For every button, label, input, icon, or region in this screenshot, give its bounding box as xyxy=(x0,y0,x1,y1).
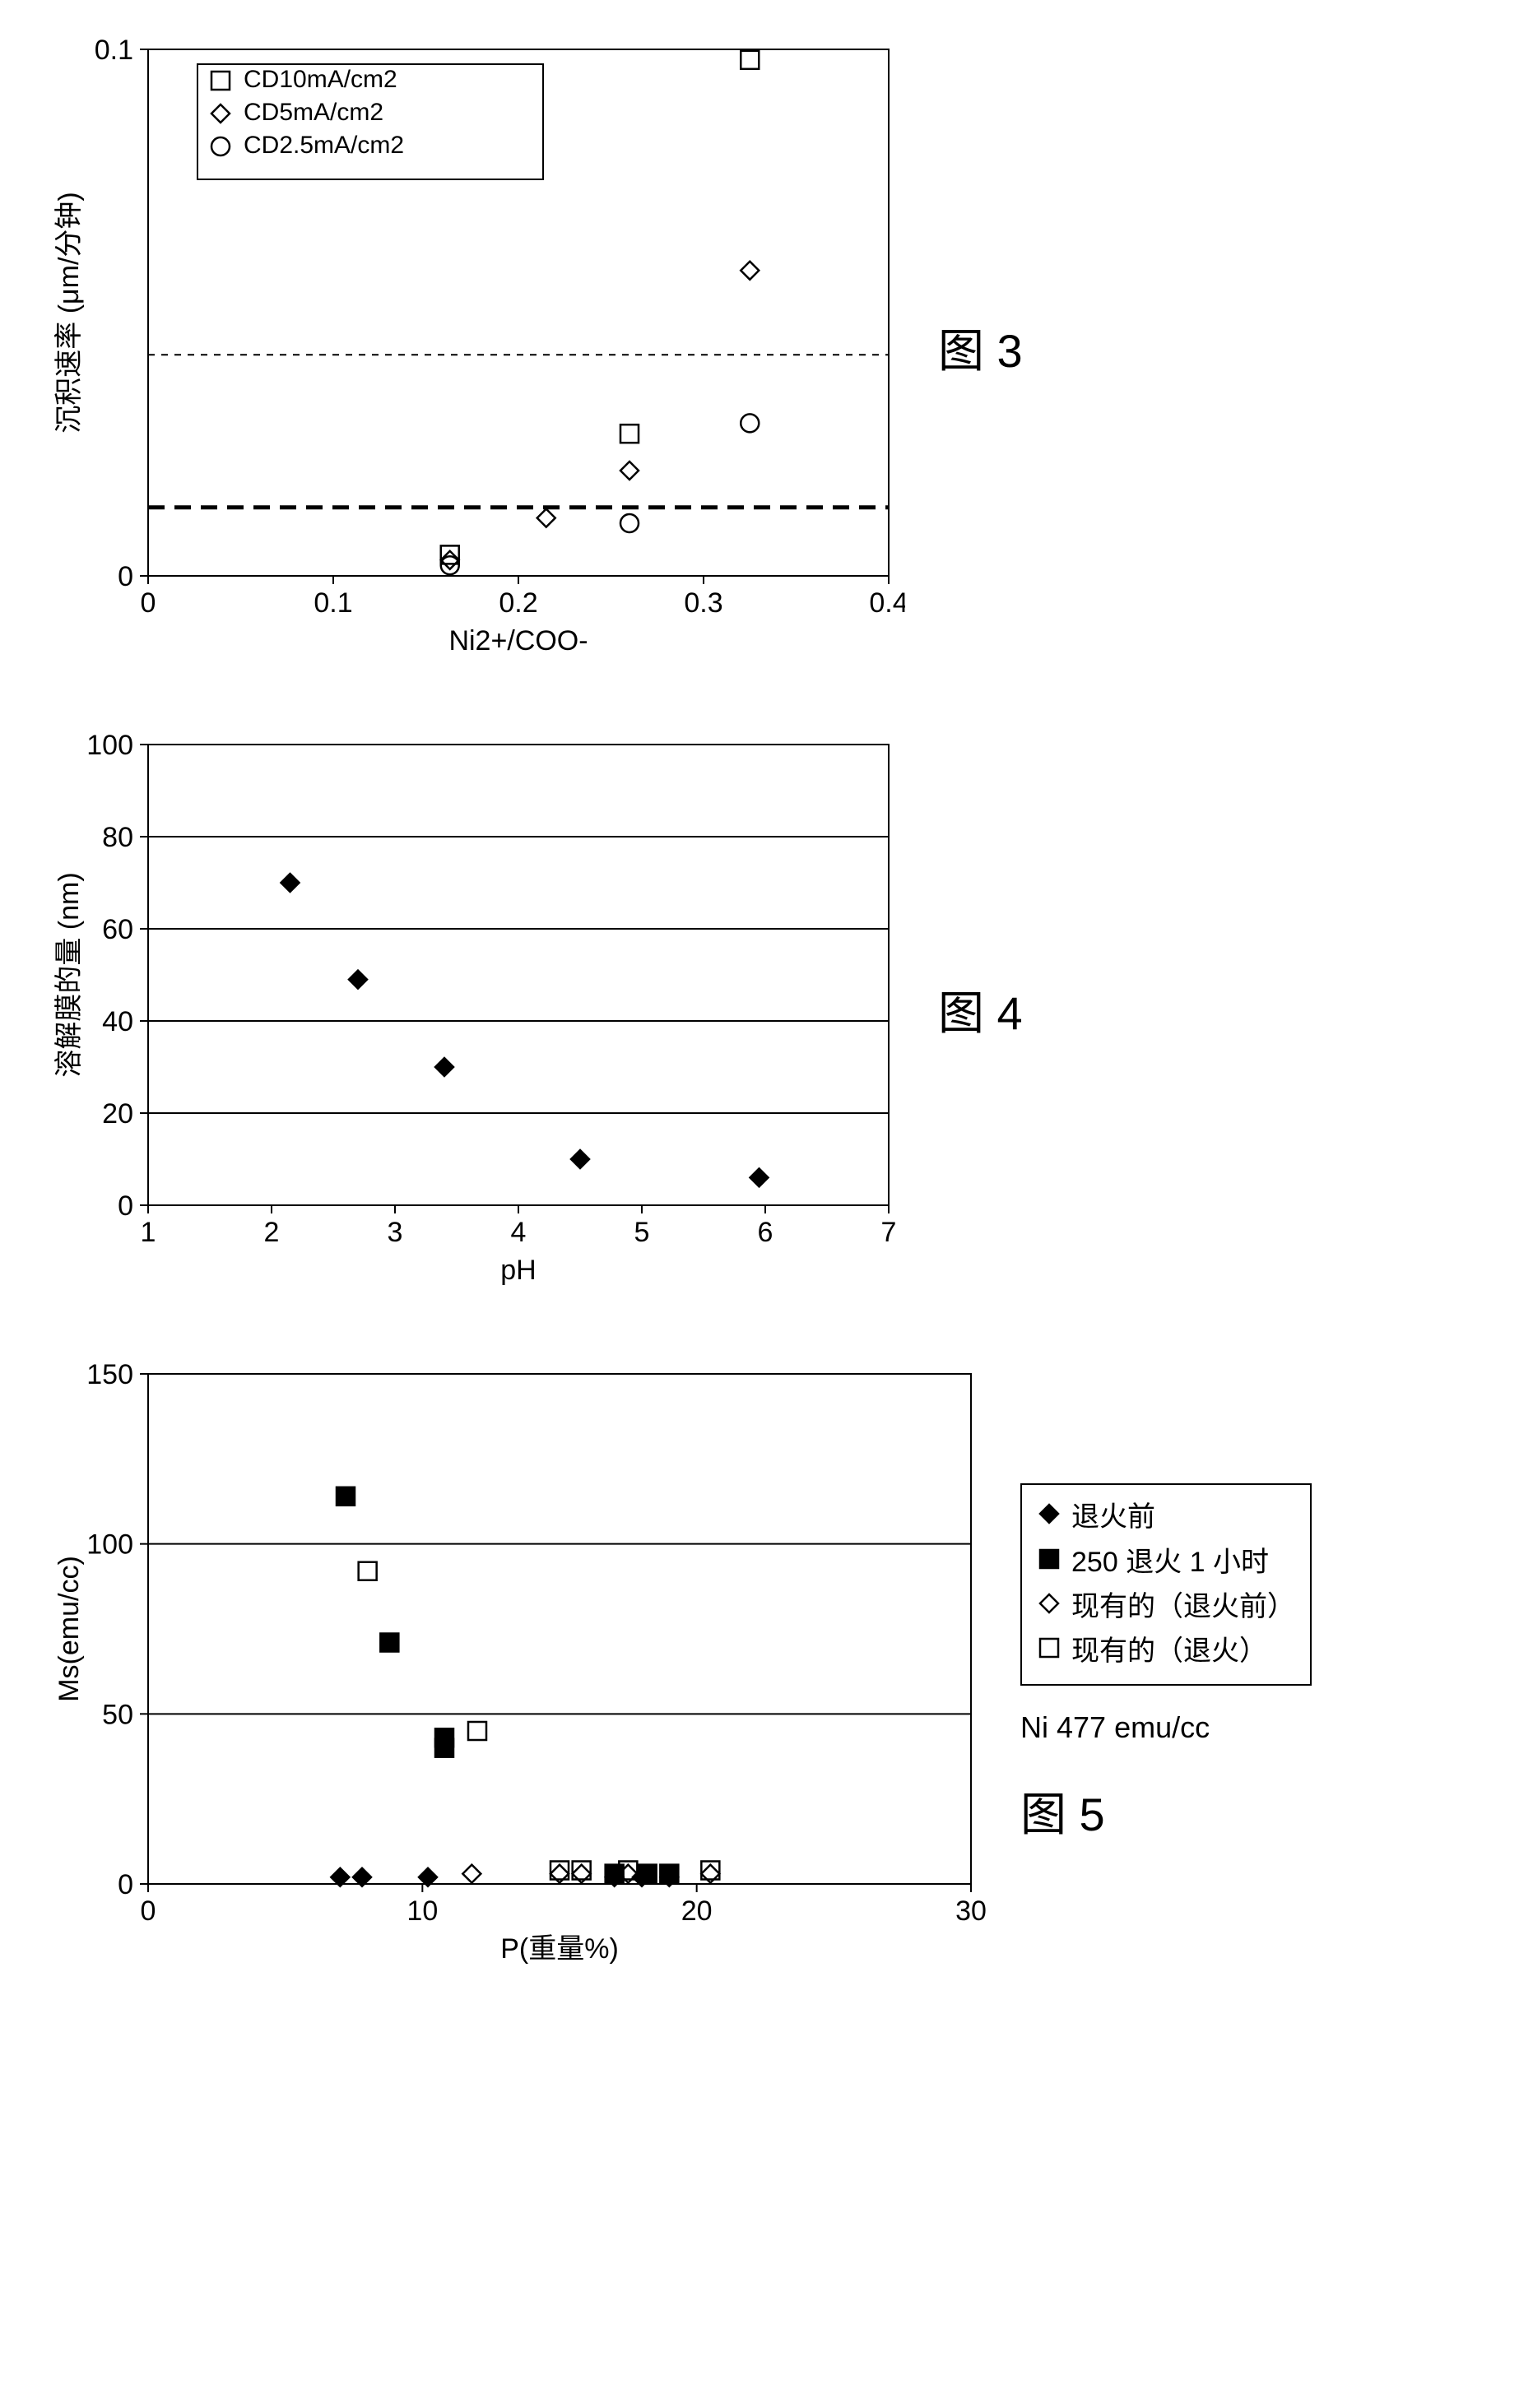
figure-3-row: 0 0.1 0.2 0.3 0.4 0 0.1 Ni2+/COO- 沉积速率 (μm/分钟) CD… xyxy=(49,33,1484,662)
figure-5-side: 退火前250 退火 1 小时现有的（退火前）现有的（退火） Ni 477 emu… xyxy=(987,1483,1312,1844)
legend-marker-icon xyxy=(1037,1584,1060,1629)
svg-text:3: 3 xyxy=(388,1217,403,1248)
svg-text:0.2: 0.2 xyxy=(499,587,537,619)
svg-text:7: 7 xyxy=(881,1217,897,1248)
svg-text:100: 100 xyxy=(86,1529,133,1561)
svg-text:沉积速率 (μm/分钟): 沉积速率 (μm/分钟) xyxy=(53,192,85,433)
svg-text:50: 50 xyxy=(102,1699,133,1730)
svg-text:40: 40 xyxy=(102,1006,133,1037)
svg-text:2: 2 xyxy=(264,1217,280,1248)
svg-text:0.4: 0.4 xyxy=(869,587,905,619)
figure-5-chart: 0 10 20 30 0 50 100 150 P(重量%) Ms(emu/cc) xyxy=(49,1357,987,1970)
figure-3-label: 图 3 xyxy=(938,314,1023,381)
svg-text:pH: pH xyxy=(500,1255,536,1286)
legend-row: 现有的（退火前） xyxy=(1037,1584,1295,1629)
svg-text:80: 80 xyxy=(102,822,133,853)
figure-3-chart: 0 0.1 0.2 0.3 0.4 0 0.1 Ni2+/COO- 沉积速率 (μm/分钟) CD… xyxy=(49,33,905,662)
legend-marker-icon xyxy=(1037,1540,1060,1584)
svg-text:0: 0 xyxy=(118,1190,133,1222)
svg-text:20: 20 xyxy=(102,1098,133,1130)
svg-text:100: 100 xyxy=(86,730,133,761)
figure-4-label: 图 4 xyxy=(938,977,1023,1043)
svg-text:5: 5 xyxy=(634,1217,650,1248)
figure-4-chart: 1 2 3 4 5 6 7 0 20 40 60 80 100 pH 溶解膜的量 (nm) xyxy=(49,728,905,1292)
legend-marker-icon xyxy=(1037,1495,1060,1539)
legend-label: 现有的（退火前） xyxy=(1071,1584,1295,1629)
svg-text:0: 0 xyxy=(141,587,156,619)
svg-text:0.3: 0.3 xyxy=(684,587,722,619)
svg-text:4: 4 xyxy=(511,1217,527,1248)
legend-row: 现有的（退火） xyxy=(1037,1629,1295,1673)
svg-text:0: 0 xyxy=(118,561,133,592)
figure-5-label: 图 5 xyxy=(1020,1778,1105,1844)
figure-5-note: Ni 477 emu/cc xyxy=(1020,1710,1210,1745)
svg-text:0: 0 xyxy=(141,1895,156,1927)
svg-text:150: 150 xyxy=(86,1359,133,1390)
fig4-svg: 1 2 3 4 5 6 7 0 20 40 60 80 100 pH 溶解膜的量 (nm) xyxy=(49,728,905,1288)
figure-4-row: 1 2 3 4 5 6 7 0 20 40 60 80 100 pH 溶解膜的量 (nm) 图 4 xyxy=(49,728,1484,1292)
legend-label: 退火前 xyxy=(1071,1495,1155,1539)
svg-text:30: 30 xyxy=(955,1895,987,1927)
legend-label: 250 退火 1 小时 xyxy=(1071,1540,1269,1584)
legend-marker-icon xyxy=(1037,1629,1060,1673)
legend-label: 现有的（退火） xyxy=(1071,1629,1267,1673)
fig5-svg: 0 10 20 30 0 50 100 150 P(重量%) Ms(emu/cc) xyxy=(49,1357,987,1966)
svg-text:Ms(emu/cc): Ms(emu/cc) xyxy=(53,1556,85,1702)
svg-text:20: 20 xyxy=(681,1895,713,1927)
svg-text:P(重量%): P(重量%) xyxy=(500,1933,619,1965)
figure-5-row: 0 10 20 30 0 50 100 150 P(重量%) Ms(emu/cc) 退火前250 … xyxy=(49,1357,1484,1970)
svg-text:6: 6 xyxy=(758,1217,773,1248)
svg-text:溶解膜的量 (nm): 溶解膜的量 (nm) xyxy=(53,872,85,1077)
svg-text:0: 0 xyxy=(118,1869,133,1900)
svg-text:60: 60 xyxy=(102,914,133,945)
svg-text:Ni2+/COO-: Ni2+/COO- xyxy=(448,625,588,657)
svg-text:CD10mA/cm2: CD10mA/cm2 xyxy=(244,66,397,93)
figure-5-legend: 退火前250 退火 1 小时现有的（退火前）现有的（退火） xyxy=(1020,1483,1312,1686)
svg-text:1: 1 xyxy=(141,1217,156,1248)
svg-text:CD2.5mA/cm2: CD2.5mA/cm2 xyxy=(244,132,404,159)
legend-row: 250 退火 1 小时 xyxy=(1037,1540,1295,1584)
svg-text:0.1: 0.1 xyxy=(314,587,352,619)
legend-row: 退火前 xyxy=(1037,1495,1295,1539)
svg-text:10: 10 xyxy=(406,1895,438,1927)
svg-text:0.1: 0.1 xyxy=(95,35,133,66)
fig3-svg: 0 0.1 0.2 0.3 0.4 0 0.1 Ni2+/COO- 沉积速率 (μm/分钟) CD… xyxy=(49,33,905,658)
svg-text:CD5mA/cm2: CD5mA/cm2 xyxy=(244,99,383,126)
